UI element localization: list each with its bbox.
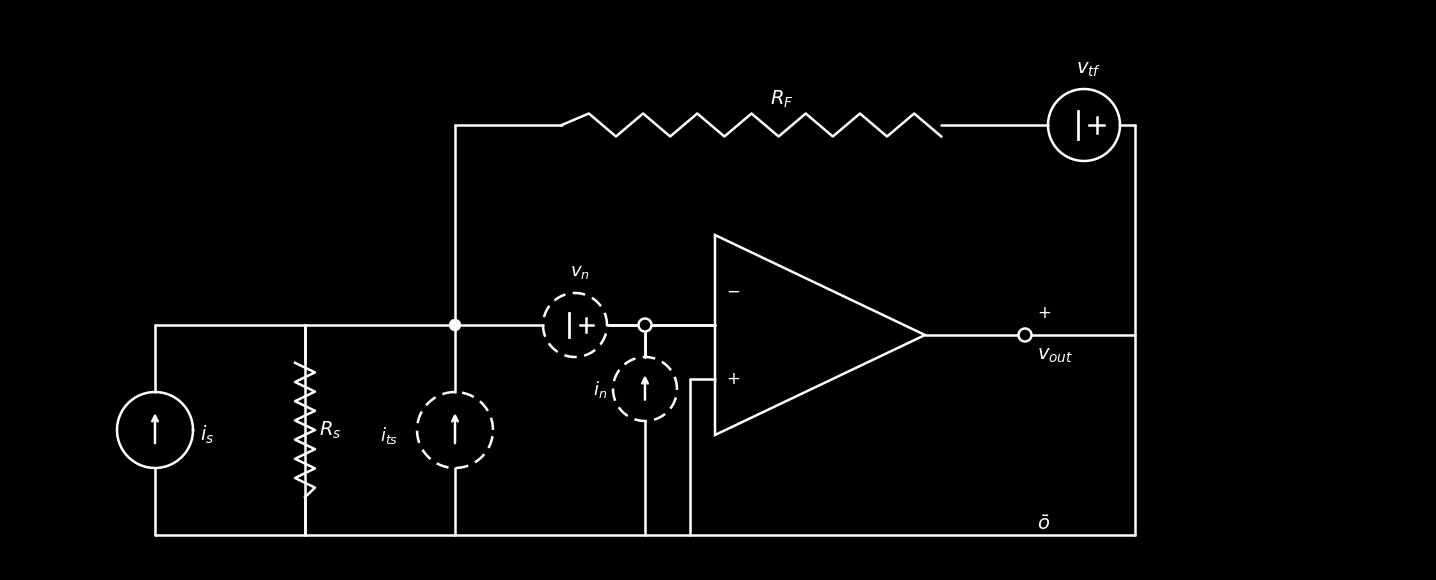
Text: $i_n$: $i_n$ <box>593 379 607 400</box>
Text: $v_n$: $v_n$ <box>570 263 590 281</box>
Text: $R_s$: $R_s$ <box>319 419 342 441</box>
Circle shape <box>639 318 652 332</box>
Text: $\bar{o}$: $\bar{o}$ <box>1037 516 1050 534</box>
Circle shape <box>449 320 461 331</box>
Circle shape <box>1018 328 1031 342</box>
Circle shape <box>1020 329 1031 340</box>
Text: +: + <box>1037 304 1051 322</box>
Text: $R_F$: $R_F$ <box>770 89 793 110</box>
Text: $i_s$: $i_s$ <box>200 424 214 446</box>
Text: $i_{ts}$: $i_{ts}$ <box>381 425 398 445</box>
Text: $+$: $+$ <box>727 370 740 388</box>
Text: $-$: $-$ <box>727 282 740 300</box>
Text: $v_{tf}$: $v_{tf}$ <box>1077 61 1101 79</box>
Text: $v_{out}$: $v_{out}$ <box>1037 347 1073 365</box>
